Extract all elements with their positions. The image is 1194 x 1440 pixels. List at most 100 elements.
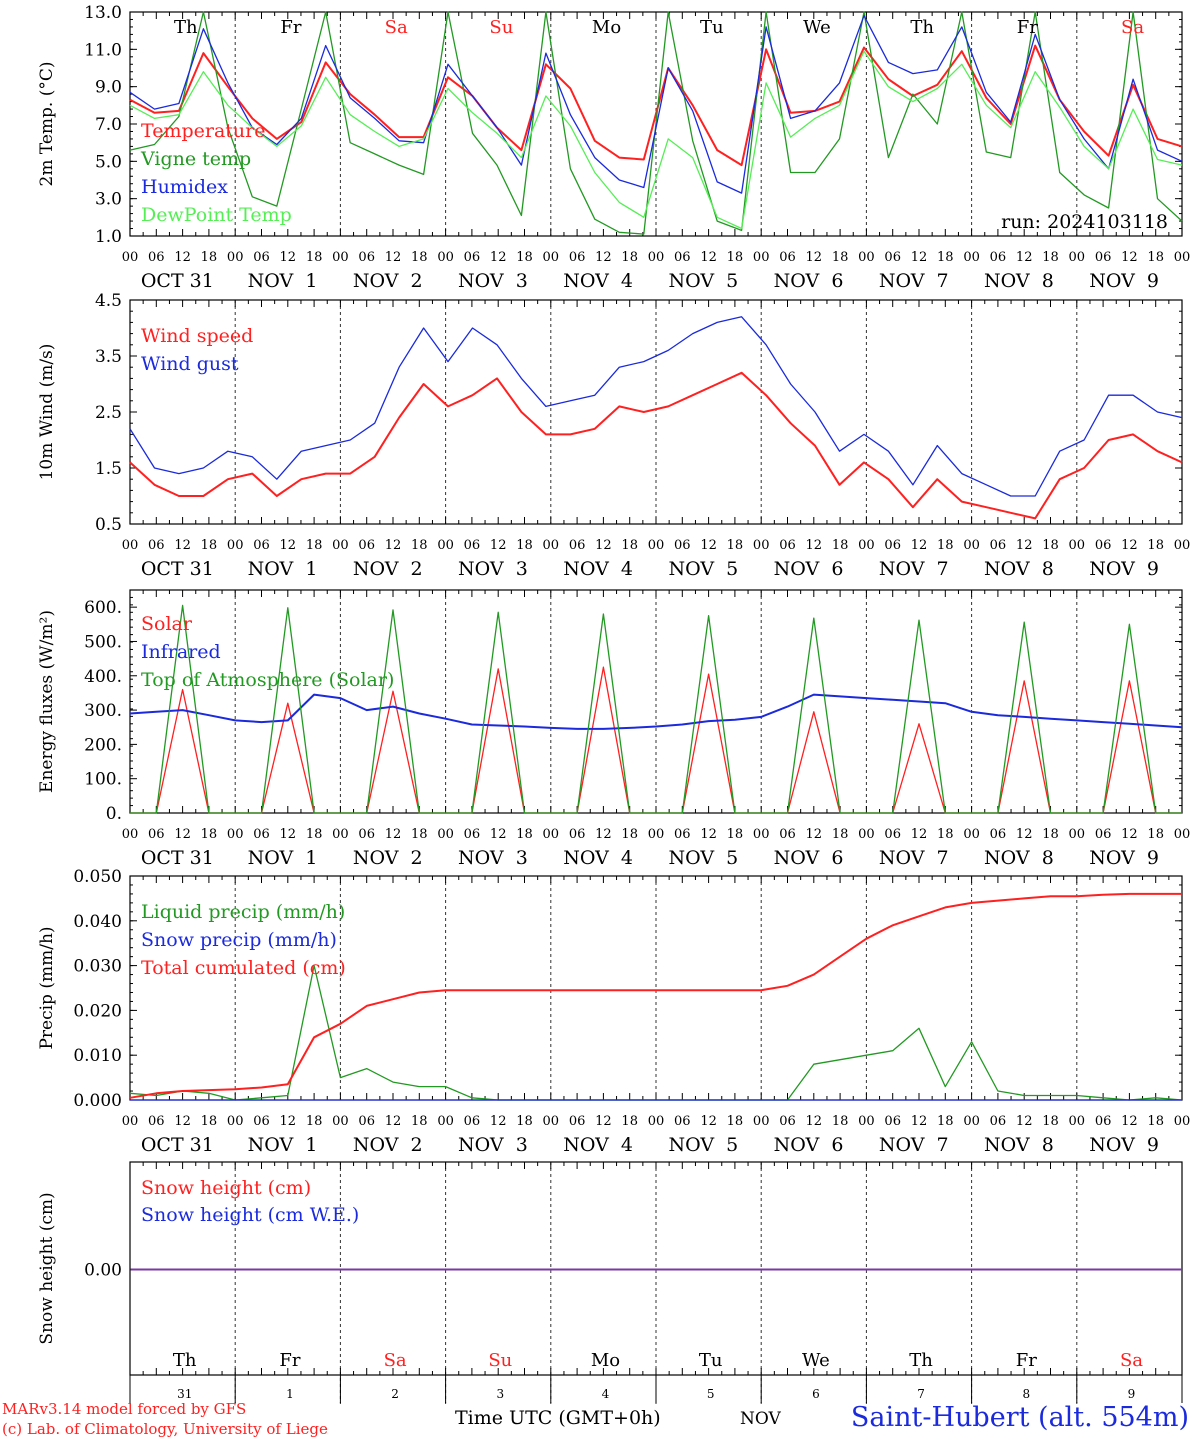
hour-tick-label: 06 [674,538,691,553]
legend-item: Wind gust [141,353,239,375]
weekday-label-bottom: Tu [699,1350,723,1371]
hour-tick-label: 00 [543,827,560,842]
hour-tick-label: 06 [253,250,270,265]
hour-tick-label: 12 [1016,250,1033,265]
hour-tick-label: 18 [727,250,744,265]
y-axis-label: Precip (mm/h) [37,926,57,1049]
hour-tick-label: 06 [674,250,691,265]
hour-tick-label: 00 [963,250,980,265]
hour-tick-label: 06 [674,1114,691,1129]
hour-tick-label: 18 [201,1114,218,1129]
hour-tick-label: 06 [1095,538,1112,553]
day-number-label: 8 [1022,1387,1030,1401]
y-tick-label: 0.5 [95,515,122,535]
weekday-label: Fr [280,17,301,38]
weekday-label: Su [489,17,513,38]
hour-tick-label: 12 [1016,538,1033,553]
date-label: NOV 4 [563,270,633,292]
hour-tick-label: 06 [779,538,796,553]
hour-tick-label: 06 [674,827,691,842]
hour-tick-label: 06 [1095,827,1112,842]
hour-tick-label: 06 [358,538,375,553]
date-label: OCT 31 [141,847,214,869]
hour-tick-label: 12 [280,250,297,265]
y-tick-label: 7.0 [95,115,122,135]
panel-2: 0.5 1.5 2.5 3.5 4.5 10m Wind (m/s) 00 06 12 18 OCT… [37,291,1190,580]
hour-tick-label: 12 [700,538,717,553]
y-tick-label: 3.0 [95,190,122,210]
y-tick-label: 0.040 [73,912,122,932]
hour-tick-label: 06 [569,1114,586,1129]
hour-tick-label: 06 [253,1114,270,1129]
hour-tick-label: 06 [990,538,1007,553]
hour-tick-label: 18 [1147,250,1164,265]
weekday-label-bottom: We [802,1350,830,1371]
hour-tick-label: 06 [464,538,481,553]
date-label: OCT 31 [141,558,214,580]
hour-tick-label: 18 [1042,827,1059,842]
legend-item: Vigne temp [140,148,251,170]
hour-tick-label: 12 [385,538,402,553]
series-line-temperature [129,44,1183,167]
y-tick-label: 9.0 [95,78,122,98]
y-tick-label: 1.0 [95,227,122,247]
day-number-label: 1 [286,1387,294,1401]
hour-tick-label: 12 [385,1114,402,1129]
legend-item: Snow height (cm) [141,1177,311,1199]
hour-tick-label: 18 [201,250,218,265]
hour-tick-label: 18 [621,250,638,265]
hour-tick-label: 00 [437,250,454,265]
hour-tick-label: 12 [1121,1114,1138,1129]
weekday-label: Sa [1121,17,1144,38]
hour-tick-label: 00 [1069,1114,1086,1129]
hour-tick-label: 12 [595,250,612,265]
hour-tick-label: 00 [1069,538,1086,553]
hour-tick-label: 06 [148,827,165,842]
date-label: NOV 6 [774,270,844,292]
date-label: NOV 2 [353,847,423,869]
y-tick-label: 2.5 [95,403,122,423]
legend-item: Temperature [141,120,265,142]
hour-tick-label: 00 [858,538,875,553]
hour-tick-label: 18 [621,538,638,553]
hour-tick-label: 12 [1121,538,1138,553]
hour-tick-label: 00 [332,250,349,265]
hour-tick-label: 12 [1016,1114,1033,1129]
hour-tick-label: 06 [884,1114,901,1129]
series-line-dewpoint-temp [129,50,1183,230]
hour-tick-label: 12 [1121,250,1138,265]
day-number-label: 6 [812,1387,820,1401]
hour-tick-label: 00 [437,538,454,553]
day-number-label: 2 [391,1387,399,1401]
hour-tick-label: 00 [122,827,139,842]
day-number-label: 3 [496,1387,504,1401]
y-axis-label: Snow height (cm) [37,1192,57,1344]
y-tick-label: 100. [84,770,122,790]
hour-tick-label: 18 [621,827,638,842]
hour-tick-label: 12 [174,538,191,553]
date-label: NOV 1 [248,558,318,580]
hour-tick-label: 18 [1042,1114,1059,1129]
hour-tick-label: 00 [437,1114,454,1129]
date-label: NOV 8 [984,270,1054,292]
date-label: NOV 2 [353,270,423,292]
hour-tick-label: 00 [227,250,244,265]
hour-tick-label: 18 [727,1114,744,1129]
hour-tick-label: 00 [227,538,244,553]
hour-tick-label: 18 [411,250,428,265]
date-label: NOV 6 [774,558,844,580]
hour-tick-label: 12 [174,250,191,265]
series-line-total-cumulated-cm- [129,892,1182,1099]
hour-tick-label: 00 [648,538,665,553]
hour-tick-label: 00 [122,250,139,265]
hour-tick-label: 06 [1095,1114,1112,1129]
hour-tick-label: 18 [727,538,744,553]
y-tick-label: 300. [84,701,122,721]
hour-tick-label: 00 [963,827,980,842]
day-number-label: 5 [707,1387,715,1401]
hour-tick-label: 00 [753,827,770,842]
hour-tick-label: 18 [832,538,849,553]
panel-4: 0.000 0.010 0.020 0.030 0.040 0.050 Precip (mm… [37,867,1190,1156]
hour-tick-label: 18 [411,1114,428,1129]
date-label: NOV 1 [248,847,318,869]
